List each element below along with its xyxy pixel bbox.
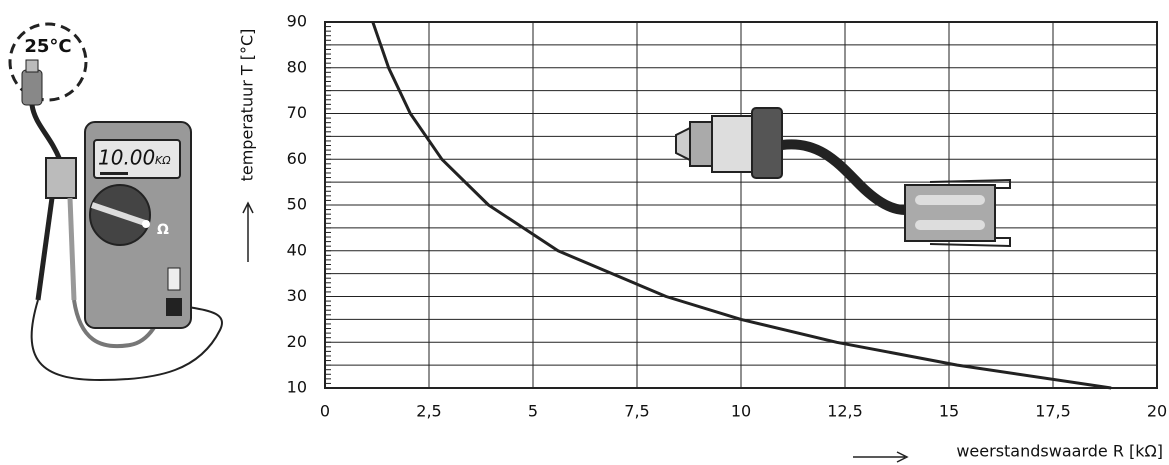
x-tick-label: 0	[320, 402, 330, 421]
x-axis-label: weerstandswaarde R [kΩ]	[956, 442, 1163, 461]
y-tick-label: 90	[287, 12, 307, 31]
x-tick-label: 12,5	[827, 402, 863, 421]
y-tick-label: 40	[287, 240, 307, 259]
dial-symbol: Ω	[157, 222, 169, 238]
plot-area: 10 20 30 40 50 60 70 80 90 0 2,5 5 7,5 10 12,5 15 17,5 20	[287, 12, 1168, 421]
probes	[30, 157, 223, 382]
curve	[371, 21, 1112, 390]
x-tick-label: 2,5	[416, 402, 441, 421]
x-tick-label: 10	[731, 402, 751, 421]
y-tick-label: 70	[287, 103, 307, 122]
x-tick-label: 20	[1147, 402, 1167, 421]
x-tick-label: 15	[939, 402, 959, 421]
multimeter	[84, 121, 192, 329]
x-tick-label: 7,5	[624, 402, 649, 421]
temperature-sensor	[21, 59, 63, 161]
x-tick-label: 17,5	[1035, 402, 1071, 421]
plot-frame	[324, 21, 1158, 389]
x-tick-label: 5	[528, 402, 538, 421]
thermometer-label: 25°C	[24, 36, 71, 57]
y-arrow	[242, 201, 254, 262]
x-arrow	[853, 451, 909, 463]
y-tick-label: 10	[287, 378, 307, 397]
display-reading: 10.00	[98, 146, 155, 170]
y-tick-label: 30	[287, 286, 307, 305]
y-axis-label: temperatuur T [°C]	[238, 29, 257, 182]
y-tick-label: 60	[287, 149, 307, 168]
y-tick-label: 50	[287, 195, 307, 214]
sensor-illustration	[675, 107, 1011, 248]
y-tick-label: 80	[287, 57, 307, 76]
display-unit: KΩ	[155, 154, 171, 167]
thermometer-bubble	[8, 22, 88, 102]
y-tick-label: 20	[287, 332, 307, 351]
